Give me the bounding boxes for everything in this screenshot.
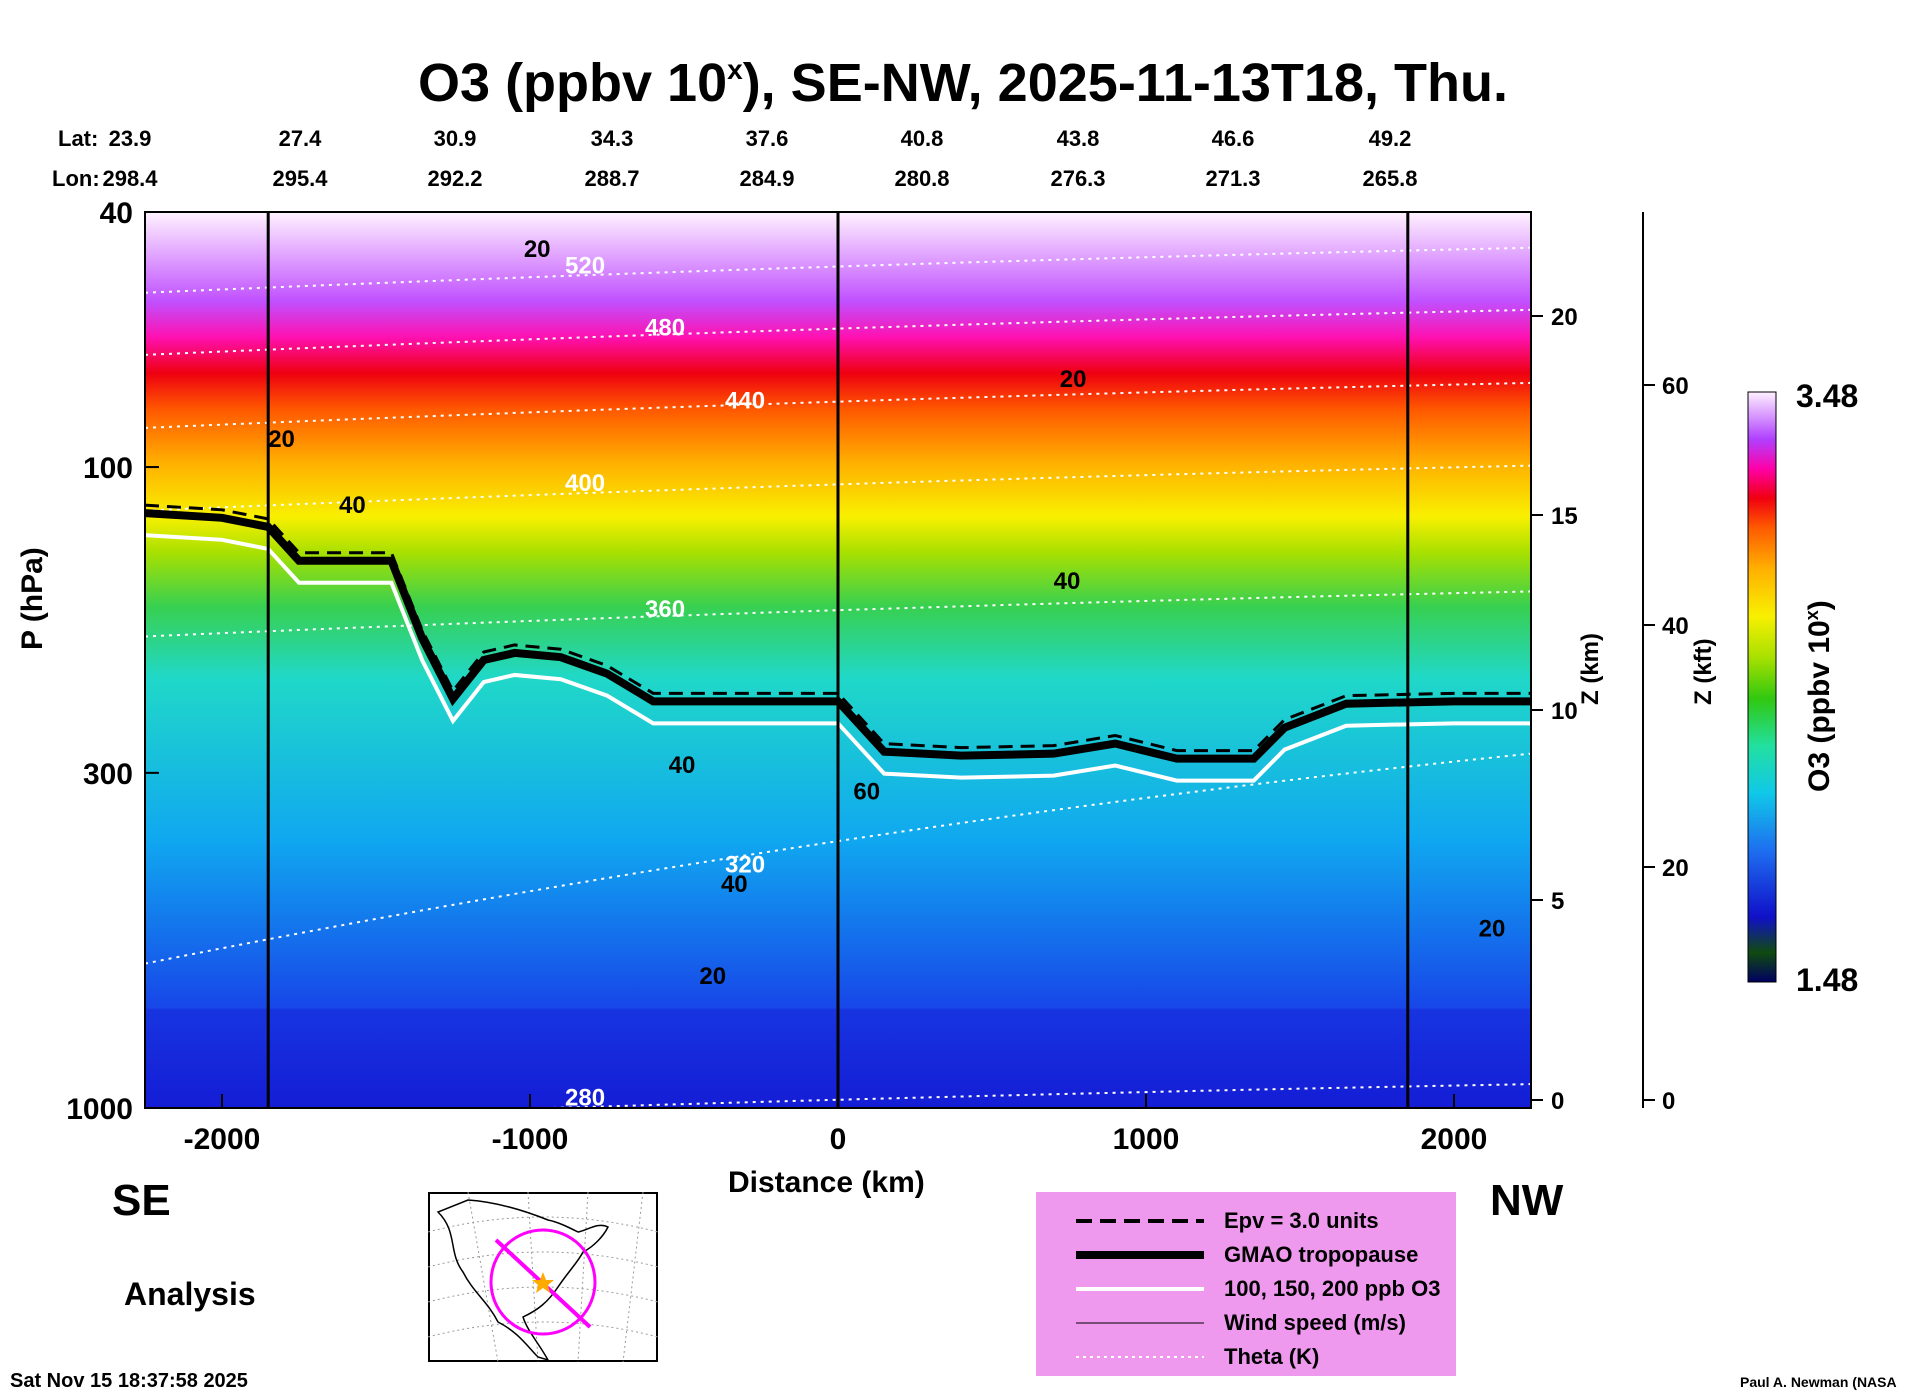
wind-speed-label: 20 [699, 963, 726, 990]
legend-swatch [1076, 1322, 1204, 1324]
wind-speed-label: 20 [524, 236, 551, 263]
z-km-axis-title: Z (km) [1577, 633, 1604, 705]
lon-value: 271.3 [1205, 166, 1261, 191]
x-tick-label: -1000 [492, 1123, 569, 1156]
epv-contour [145, 503, 1531, 753]
lat-value: 30.9 [433, 126, 477, 151]
legend-swatch [1076, 1356, 1204, 1358]
colorbar [1747, 391, 1777, 983]
lat-value: 40.8 [900, 126, 944, 151]
x-axis-title: Distance (km) [728, 1166, 925, 1199]
legend-label: 100, 150, 200 ppb O3 [1224, 1276, 1441, 1301]
y-tick-label: 40 [100, 197, 133, 230]
x-tick-label: -2000 [184, 1123, 261, 1156]
z-km-tick-label: 15 [1551, 503, 1578, 530]
z-km-tick-label: 5 [1551, 888, 1564, 915]
legend-swatch [1076, 1219, 1204, 1223]
z-kft-tick-label: 40 [1662, 613, 1689, 640]
z-km-tick-label: 10 [1551, 698, 1578, 725]
wind-speed-label: 20 [268, 426, 295, 453]
wind-speed-label: 40 [721, 871, 748, 898]
lat-value: 27.4 [278, 126, 322, 151]
locator-map [428, 1192, 658, 1362]
se-label: SE [112, 1176, 171, 1225]
lat-value: 46.6 [1211, 126, 1255, 151]
wind-speed-label: 40 [669, 752, 696, 779]
lat-value: 43.8 [1056, 126, 1100, 151]
colorbar-min-label: 1.48 [1796, 962, 1859, 998]
legend-swatch [1076, 1287, 1204, 1291]
timestamp: Sat Nov 15 18:37:58 2025 [10, 1370, 248, 1392]
z-km-tick-label: 20 [1551, 304, 1578, 331]
lon-value: 265.8 [1362, 166, 1418, 191]
legend-label: Epv = 3.0 units [1224, 1208, 1379, 1233]
chart-title: O3 (ppbv 10x), SE-NW, 2025-11-13T18, Thu… [418, 53, 1508, 113]
y-tick-label: 1000 [66, 1093, 133, 1126]
lon-value: 288.7 [584, 166, 640, 191]
lat-value: 37.6 [745, 126, 789, 151]
legend-item: Wind speed (m/s) [1036, 1308, 1456, 1338]
nw-label: NW [1490, 1176, 1564, 1225]
o3-200ppb-contour [145, 533, 1531, 783]
lon-label: Lon: [52, 166, 100, 191]
theta-contour [145, 752, 1531, 965]
lon-value: 295.4 [272, 166, 328, 191]
lon-value: 284.9 [739, 166, 795, 191]
legend-label: Theta (K) [1224, 1344, 1320, 1369]
lon-value: 280.8 [894, 166, 950, 191]
wind-speed-label: 40 [339, 492, 366, 519]
analysis-label: Analysis [124, 1276, 256, 1312]
center-star-icon [532, 1272, 554, 1293]
wind-speed-label: 20 [1479, 915, 1506, 942]
lat-value: 49.2 [1368, 126, 1412, 151]
theta-contour-label: 440 [725, 387, 765, 414]
theta-contour-label: 320 [725, 852, 765, 879]
lat-value: 23.9 [108, 126, 152, 151]
theta-contour-label: 520 [565, 252, 605, 279]
legend: Epv = 3.0 units GMAO tropopause 100, 150, … [1036, 1192, 1456, 1376]
theta-contour-label: 400 [565, 470, 605, 497]
lon-value: 276.3 [1050, 166, 1106, 191]
y-axis-title: P (hPa) [16, 547, 49, 650]
x-tick-label: 2000 [1421, 1123, 1488, 1156]
z-kft-axis-title: Z (kft) [1690, 638, 1717, 705]
legend-item: Epv = 3.0 units [1036, 1206, 1456, 1236]
z-kft-tick-label: 60 [1662, 373, 1689, 400]
colorbar-max-label: 3.48 [1796, 378, 1859, 414]
z-km-tick-label: 0 [1551, 1088, 1564, 1115]
credit: Paul A. Newman (NASA [1740, 1374, 1897, 1390]
z-kft-tick-label: 20 [1662, 855, 1689, 882]
colorbar-title: O3 (ppbv 10x) [1802, 600, 1836, 792]
legend-item: GMAO tropopause [1036, 1240, 1456, 1270]
legend-label: GMAO tropopause [1224, 1242, 1419, 1267]
wind-speed-label: 20 [1060, 366, 1087, 393]
wind-speed-label: 60 [853, 778, 880, 805]
lat-label: Lat: [58, 126, 99, 151]
wind-speed-label: 40 [1054, 568, 1081, 595]
theta-contour-label: 480 [645, 314, 685, 341]
x-tick-label: 0 [830, 1123, 847, 1156]
legend-label: Wind speed (m/s) [1224, 1310, 1406, 1335]
coastline-icon [436, 1199, 610, 1362]
legend-item: Theta (K) [1036, 1342, 1456, 1372]
y-tick-label: 100 [83, 452, 133, 485]
lon-value: 292.2 [427, 166, 483, 191]
legend-item: 100, 150, 200 ppb O3 [1036, 1274, 1456, 1304]
y-tick-label: 300 [83, 758, 133, 791]
legend-swatch [1076, 1251, 1204, 1259]
contour-group: 520 480 440 400 360 320 280 20 40 40 60 40 20 20 40 20 2… [145, 236, 1531, 1111]
tropopause-line [145, 509, 1531, 763]
theta-contour-label: 280 [565, 1084, 605, 1111]
theta-contour-label: 360 [645, 596, 685, 623]
lon-value: 298.4 [102, 166, 158, 191]
lat-value: 34.3 [590, 126, 634, 151]
z-kft-tick-label: 0 [1662, 1088, 1675, 1115]
x-tick-label: 1000 [1113, 1123, 1180, 1156]
